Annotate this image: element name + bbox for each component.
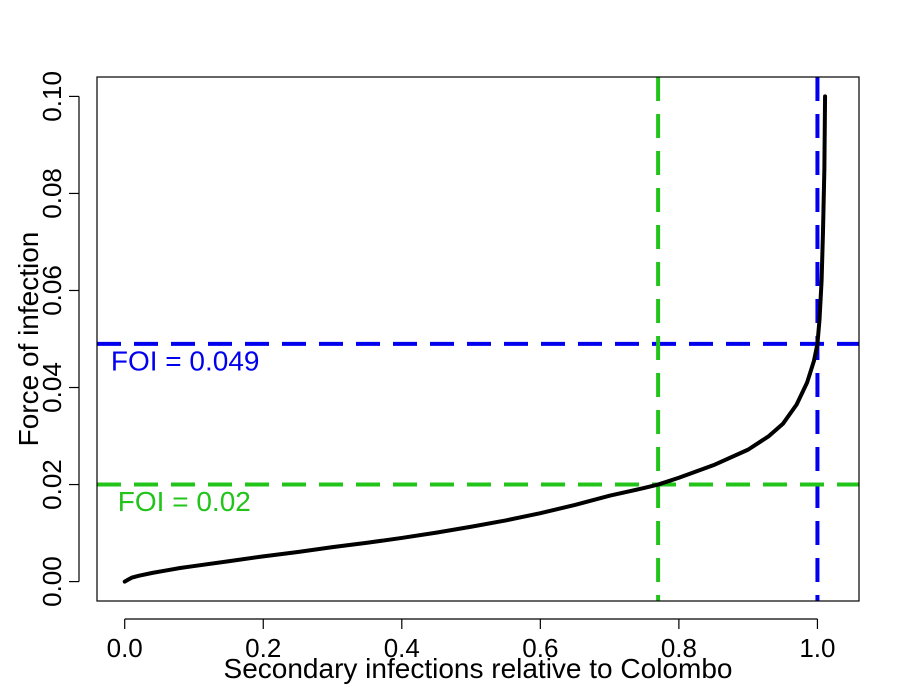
x-tick-label: 0.6 [522,633,558,663]
y-tick-label: 0.06 [37,265,67,316]
y-tick-label: 0.08 [37,168,67,219]
annotation-foi-0.02: FOI = 0.02 [118,486,251,517]
axes: 0.0 0.2 0.4 0.6 0.8 1.0 0.00 0.02 0.04 0.06 0.08 0.… [37,71,836,663]
x-tick-label: 0.0 [107,633,143,663]
y-tick-label: 0.02 [37,459,67,510]
y-axis-label: Force of infection [13,232,44,447]
x-tick-label: 0.2 [245,633,281,663]
x-tick-label: 0.4 [384,633,420,663]
annotation-foi-0.049: FOI = 0.049 [111,346,260,377]
x-tick-label: 0.8 [661,633,697,663]
x-axis-label: Secondary infections relative to Colombo [224,653,733,684]
y-tick-label: 0.10 [37,71,67,122]
plot-frame [96,76,860,602]
plot-area: FOI = 0.049 FOI = 0.02 [97,77,859,601]
y-tick-label: 0.00 [37,556,67,607]
series-line-0 [122,94,828,584]
x-tick-label: 1.0 [799,633,835,663]
y-tick-label: 0.04 [37,362,67,413]
